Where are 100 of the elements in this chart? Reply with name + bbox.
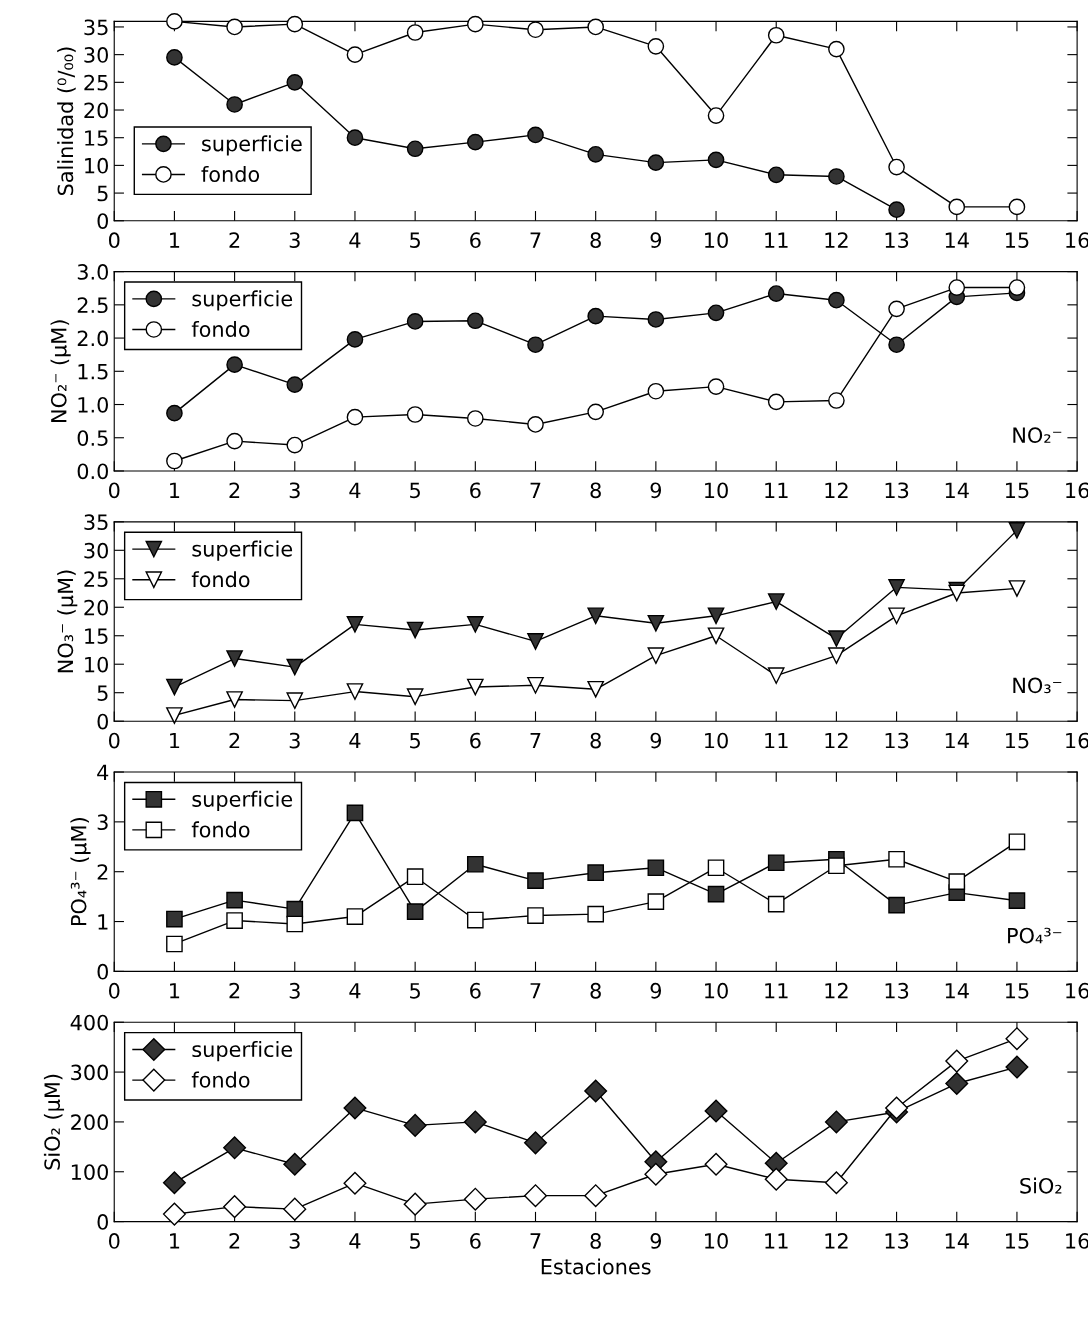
point bbox=[948, 198, 966, 216]
point bbox=[828, 168, 845, 185]
point bbox=[767, 166, 785, 184]
x-tick-label: 9 bbox=[650, 232, 662, 249]
point bbox=[466, 133, 484, 151]
x-tick-label: 6 bbox=[470, 732, 481, 749]
y-tick-label: 2.0 bbox=[77, 330, 108, 347]
point bbox=[647, 311, 665, 328]
x-tick-label: 15 bbox=[1005, 1233, 1029, 1249]
point bbox=[764, 1167, 788, 1191]
x-tick-label: 7 bbox=[530, 232, 541, 248]
x-tick-label: 0 bbox=[108, 1233, 120, 1249]
y-tick-label: 4 bbox=[97, 764, 109, 780]
y-tick-label: 0 bbox=[97, 1214, 108, 1230]
point bbox=[166, 910, 183, 928]
y-tick-label: 30 bbox=[84, 542, 108, 559]
point bbox=[647, 37, 665, 55]
point bbox=[647, 893, 665, 910]
point bbox=[166, 49, 183, 66]
point bbox=[403, 1113, 427, 1137]
x-tick-label: 10 bbox=[705, 1233, 728, 1249]
x-tick-label: 14 bbox=[945, 1233, 969, 1249]
point bbox=[587, 864, 605, 882]
point bbox=[166, 404, 183, 422]
x-tick-label: 13 bbox=[885, 982, 909, 999]
point bbox=[346, 616, 364, 633]
x-tick-label: 1 bbox=[170, 732, 180, 749]
point bbox=[888, 850, 905, 868]
point bbox=[286, 15, 304, 33]
x-tick-label: 9 bbox=[650, 982, 662, 999]
y-tick-label: 5 bbox=[97, 185, 108, 202]
point bbox=[166, 935, 183, 953]
point bbox=[466, 855, 484, 873]
point bbox=[707, 885, 725, 903]
x-tick-label: 8 bbox=[590, 482, 601, 499]
point bbox=[162, 1171, 186, 1195]
point bbox=[707, 151, 725, 169]
x-tick-label: 11 bbox=[765, 232, 788, 248]
point bbox=[584, 1079, 608, 1103]
x-tick-label: 10 bbox=[705, 732, 728, 749]
x-tick-label: 4 bbox=[349, 1233, 361, 1249]
point bbox=[406, 140, 424, 158]
point bbox=[343, 1096, 367, 1120]
x-tick-label: 11 bbox=[765, 482, 788, 498]
y-axis-title: NO₂⁻ (µM) bbox=[50, 320, 71, 422]
point bbox=[286, 900, 304, 918]
point bbox=[466, 616, 484, 633]
x-tick-label: 1 bbox=[170, 232, 180, 248]
point bbox=[226, 891, 243, 909]
x-tick-label: 10 bbox=[705, 982, 728, 999]
x-tick-label: 13 bbox=[885, 232, 909, 249]
point bbox=[527, 126, 544, 144]
point bbox=[527, 633, 544, 650]
point bbox=[527, 21, 544, 39]
point bbox=[1008, 279, 1026, 296]
y-axis-title: NO₃⁻ (µM) bbox=[57, 570, 78, 673]
x-tick-label: 3 bbox=[289, 482, 300, 499]
y-axis-title: SiO₂ (µM) bbox=[43, 1074, 65, 1170]
point bbox=[226, 96, 243, 113]
x-tick-label: 5 bbox=[410, 482, 420, 499]
x-tick-label: 3 bbox=[289, 1233, 300, 1249]
point bbox=[527, 872, 544, 890]
point bbox=[162, 1202, 186, 1226]
point bbox=[767, 393, 785, 411]
x-tick-label: 6 bbox=[470, 982, 481, 999]
x-tick-label: 15 bbox=[1005, 732, 1029, 749]
point bbox=[767, 593, 785, 610]
annotation: PO₄³⁻ bbox=[1008, 927, 1062, 944]
x-tick-label: 0 bbox=[108, 482, 120, 499]
x-tick-label: 7 bbox=[530, 732, 541, 749]
point bbox=[647, 614, 665, 632]
x-tick-label: 12 bbox=[825, 1233, 848, 1249]
point bbox=[466, 410, 484, 427]
x-tick-label: 15 bbox=[1005, 482, 1029, 499]
point bbox=[584, 1184, 608, 1208]
x-tick-label: 12 bbox=[825, 982, 848, 999]
point bbox=[286, 376, 304, 393]
x-tick-label: 15 bbox=[1005, 983, 1029, 999]
point bbox=[824, 1171, 848, 1195]
point bbox=[888, 158, 905, 176]
point bbox=[644, 1162, 668, 1186]
point bbox=[343, 1171, 367, 1195]
y-tick-label: 100 bbox=[71, 1164, 108, 1180]
y-tick-label: 200 bbox=[71, 1114, 108, 1131]
point bbox=[527, 416, 544, 433]
x-tick-label: 13 bbox=[885, 1233, 909, 1249]
point bbox=[166, 707, 183, 724]
point bbox=[527, 336, 544, 354]
y-tick-label: 35 bbox=[84, 514, 108, 531]
x-tick-label: 0 bbox=[108, 982, 120, 999]
point bbox=[286, 73, 304, 91]
y-tick-label: 25 bbox=[84, 74, 108, 91]
x-tick-label: 14 bbox=[945, 482, 969, 498]
x-tick-label: 5 bbox=[410, 1233, 420, 1249]
x-tick-label: 13 bbox=[885, 732, 909, 749]
x-tick-label: 4 bbox=[349, 482, 361, 498]
point bbox=[828, 630, 845, 647]
x-tick-label: 6 bbox=[470, 482, 481, 499]
x-tick-label: 2 bbox=[229, 482, 240, 498]
point bbox=[226, 432, 243, 450]
